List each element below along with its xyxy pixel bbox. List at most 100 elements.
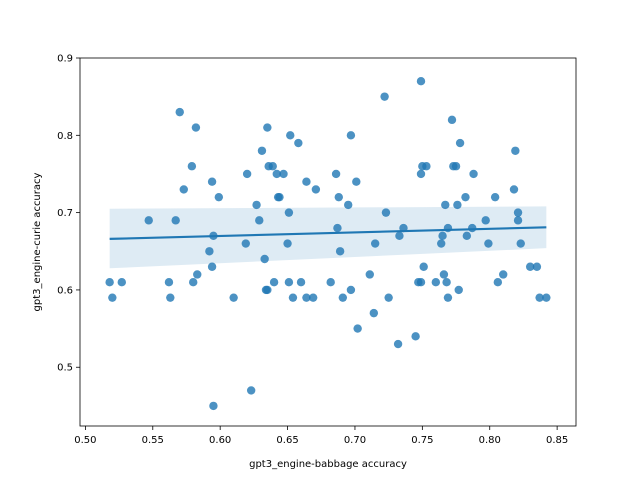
- data-point: [144, 216, 153, 225]
- data-point: [490, 192, 500, 202]
- data-point: [275, 192, 284, 202]
- data-point: [191, 123, 201, 132]
- data-point: [380, 92, 389, 101]
- data-point: [395, 231, 404, 241]
- data-point: [431, 278, 441, 287]
- x-tick-label: 0.65: [276, 435, 298, 446]
- data-point: [513, 216, 523, 225]
- data-point: [441, 200, 450, 210]
- data-point: [263, 285, 272, 295]
- data-point: [454, 285, 463, 295]
- data-point: [462, 231, 472, 241]
- y-tick-label: 0.9: [57, 54, 73, 65]
- data-point: [438, 231, 447, 241]
- data-point: [469, 169, 478, 179]
- data-point: [241, 239, 250, 248]
- data-point: [542, 293, 551, 302]
- data-point: [535, 293, 544, 302]
- data-point: [187, 162, 197, 171]
- data-point: [481, 216, 490, 225]
- data-point: [302, 293, 311, 302]
- x-tick-label: 0.80: [479, 435, 501, 446]
- x-tick-label: 0.50: [74, 435, 96, 446]
- data-point: [288, 293, 298, 302]
- data-point: [393, 339, 403, 349]
- data-point: [257, 146, 267, 155]
- data-point: [207, 177, 217, 186]
- data-point: [164, 278, 174, 287]
- data-point: [369, 308, 379, 318]
- data-point: [308, 293, 318, 302]
- data-point: [451, 162, 461, 171]
- data-point: [353, 324, 362, 333]
- data-point: [416, 76, 426, 86]
- y-tick-label: 0.5: [57, 363, 73, 374]
- data-point: [108, 293, 117, 302]
- data-point: [384, 293, 393, 302]
- data-point: [532, 262, 542, 271]
- data-point: [229, 293, 238, 302]
- data-point: [284, 208, 294, 217]
- data-point: [214, 192, 224, 202]
- data-point: [509, 185, 519, 194]
- data-point: [268, 162, 277, 171]
- data-point: [263, 123, 272, 132]
- data-point: [352, 177, 361, 186]
- data-point: [453, 200, 462, 210]
- data-point: [419, 262, 428, 271]
- data-point: [283, 239, 292, 248]
- x-axis-label: gpt3_engine-babbage accuracy: [249, 459, 407, 470]
- data-point: [166, 293, 175, 302]
- data-point: [416, 169, 426, 179]
- data-point: [365, 270, 374, 279]
- data-point: [255, 216, 264, 225]
- data-point: [493, 278, 503, 287]
- data-point: [513, 208, 523, 217]
- data-point: [302, 177, 311, 186]
- data-point: [105, 278, 114, 287]
- data-point: [117, 278, 126, 287]
- data-point: [331, 169, 341, 179]
- axis-ticks: 0.50 0.55 0.60 0.65 0.70 0.75 0.80 0.85 0.5 0.6 0.…: [57, 54, 568, 447]
- y-tick-label: 0.8: [57, 131, 73, 142]
- data-point: [269, 278, 279, 287]
- data-point: [179, 185, 188, 194]
- x-tick-label: 0.70: [344, 435, 366, 446]
- axes-frame: [79, 57, 577, 427]
- data-point: [338, 293, 348, 302]
- data-point: [455, 138, 465, 148]
- data-point: [499, 270, 508, 279]
- data-point: [333, 223, 342, 233]
- x-tick-label: 0.55: [142, 435, 164, 446]
- y-tick-label: 0.7: [57, 208, 73, 219]
- data-point: [525, 262, 535, 271]
- data-point: [516, 239, 525, 248]
- data-point: [193, 270, 202, 279]
- y-tick-label: 0.6: [57, 285, 73, 296]
- data-point: [207, 262, 217, 271]
- data-point: [422, 162, 431, 171]
- data-point: [205, 247, 214, 256]
- data-point: [346, 285, 356, 295]
- data-point: [346, 131, 356, 140]
- data-point: [381, 208, 391, 217]
- data-point: [175, 107, 184, 117]
- data-point: [443, 293, 453, 302]
- data-point: [286, 131, 295, 140]
- data-point: [344, 200, 353, 210]
- plot-area: [105, 76, 551, 411]
- data-point: [416, 278, 426, 287]
- data-point: [370, 239, 380, 248]
- data-point: [334, 192, 343, 202]
- data-point: [437, 239, 446, 248]
- data-point: [279, 169, 288, 179]
- y-axis-label: gpt3_engine-curie accuracy: [32, 172, 43, 311]
- data-point: [294, 138, 303, 148]
- data-point: [311, 185, 321, 194]
- data-point: [442, 278, 451, 287]
- x-tick-label: 0.60: [209, 435, 231, 446]
- data-point: [171, 216, 180, 225]
- data-point: [246, 386, 256, 395]
